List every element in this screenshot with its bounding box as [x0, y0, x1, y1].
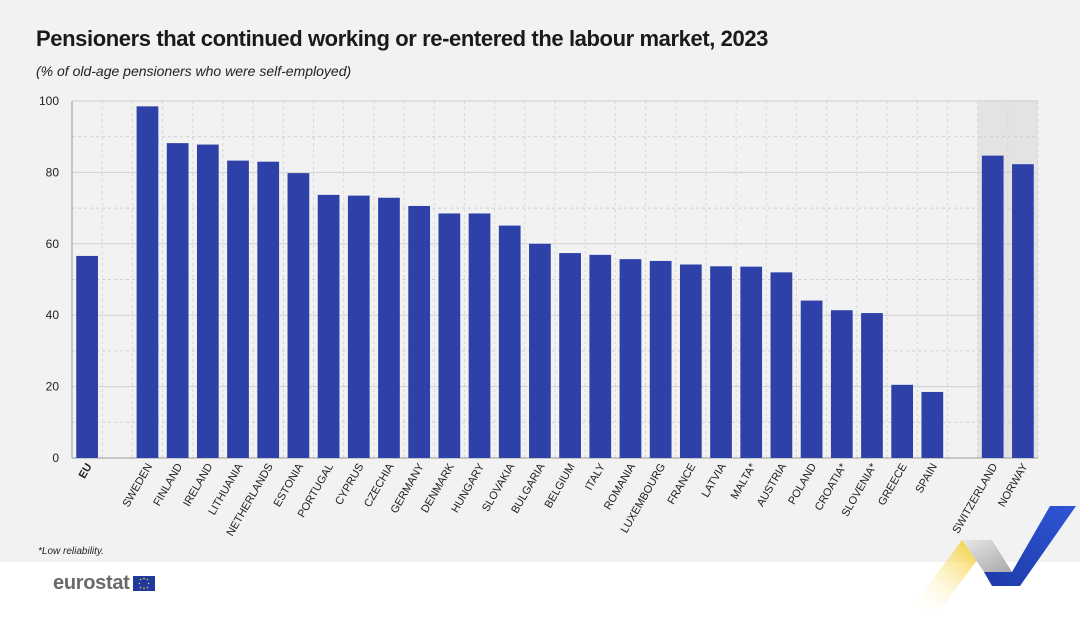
bar: [710, 266, 732, 458]
bar: [257, 161, 280, 458]
bar: [408, 205, 431, 458]
bar: [317, 194, 340, 459]
bar: [378, 197, 400, 458]
x-tick-label: CZECHIA: [362, 461, 397, 509]
x-tick-label: SWEDEN: [121, 461, 156, 509]
y-tick-label: 60: [46, 237, 60, 251]
footnote: *Low reliability.: [38, 546, 104, 557]
y-tick-label: 80: [46, 165, 60, 179]
bar: [740, 266, 763, 458]
x-tick-label: MALTA*: [729, 461, 759, 502]
bar: [770, 272, 793, 458]
decorative-swoosh: [910, 506, 1076, 610]
chart-subtitle: (% of old-age pensioners who were self-e…: [36, 63, 352, 79]
bar: [438, 213, 461, 458]
bar: [619, 259, 642, 458]
bar: [498, 225, 521, 458]
y-tick-label: 0: [52, 451, 59, 465]
bar: [136, 106, 159, 458]
x-tick-label: CYPRUS: [333, 462, 366, 508]
bar: [559, 253, 581, 458]
x-tick-label: EU: [77, 461, 95, 480]
x-tick-label: BELGIUM: [543, 462, 578, 511]
chart-title: Pensioners that continued working or re-…: [36, 26, 769, 51]
bar: [529, 243, 551, 458]
x-tick-label: ITALY: [583, 461, 608, 493]
x-tick-label: LATVIA: [700, 461, 729, 500]
x-tick-label: IRELAND: [181, 461, 215, 508]
x-tick-label: AUSTRIA: [755, 461, 790, 509]
x-tick-label: FINLAND: [151, 461, 185, 508]
x-tick-label: POLAND: [786, 461, 819, 506]
bar: [227, 160, 249, 458]
eu-flag-icon: [132, 576, 155, 591]
bar: [468, 213, 491, 458]
bar: [861, 313, 883, 458]
y-tick-label: 100: [39, 94, 59, 108]
bar: [1012, 164, 1034, 458]
x-tick-label: ESTONIA: [272, 461, 307, 509]
bar: [981, 155, 1004, 458]
bar: [679, 264, 702, 458]
x-tick-label: SPAIN: [913, 461, 940, 495]
bar: [891, 384, 914, 458]
y-tick-label: 20: [46, 380, 60, 394]
logo-text: eurostat: [53, 572, 130, 594]
bar: [166, 143, 189, 458]
bar: [649, 260, 672, 458]
bar: [76, 255, 98, 458]
bar: [921, 391, 944, 458]
bar: [830, 310, 853, 458]
bar: [800, 300, 823, 458]
bar: [287, 173, 310, 458]
bar: [347, 195, 370, 459]
y-tick-label: 40: [46, 308, 60, 322]
bar: [196, 144, 219, 458]
bar: [589, 254, 612, 458]
eurostat-logo: eurostat: [53, 572, 155, 595]
x-tick-label: FRANCE: [665, 462, 698, 507]
